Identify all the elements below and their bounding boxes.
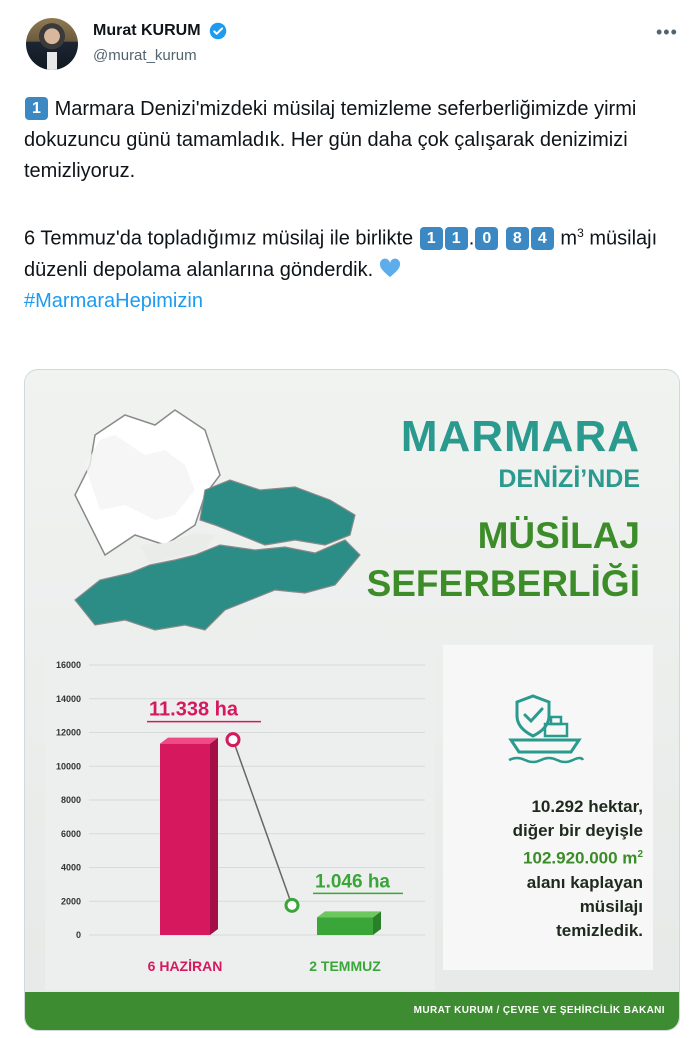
bar-top	[160, 737, 218, 744]
y-tick-label: 4000	[61, 863, 81, 873]
bar-chart: 0 2000 4000 6000 8000 10000 12000 14000 16000 11.…	[56, 660, 425, 974]
bar-side	[373, 911, 381, 935]
footer-credit: MURAT KURUM / ÇEVRE VE ŞEHİRCİLİK BAKANI	[413, 1005, 665, 1016]
y-tick-label: 14000	[56, 694, 81, 704]
marmara-map-illustration	[74, 409, 361, 631]
verified-icon	[209, 22, 227, 40]
infographic-title-musilaj: MÜSİLAJ	[477, 515, 640, 556]
tweet-paragraph-2-text-before: 6 Temmuz'da topladığımız müsilaj ile bir…	[24, 227, 414, 250]
bar	[160, 743, 210, 935]
keycap-icon: 4	[530, 226, 554, 250]
infographic-title-seferberligi: SEFERBERLİĞİ	[366, 563, 640, 604]
blue-heart-icon	[379, 258, 400, 277]
ship-shield-icon	[508, 694, 585, 764]
y-tick-label: 16000	[56, 660, 81, 670]
trend-point	[284, 897, 300, 913]
bar-chart-panel: 0 2000 4000 6000 8000 10000 12000 14000 16000 11.…	[45, 645, 435, 990]
infographic-title-denizi: DENİZİ’NDE	[498, 465, 640, 493]
y-tick-label: 0	[76, 930, 81, 940]
y-tick-label: 10000	[56, 761, 81, 771]
y-tick-label: 2000	[61, 896, 81, 906]
stat-line-area: 102.920.000 m2	[523, 848, 643, 868]
keycap-icon: 1	[444, 226, 468, 250]
bar-value-label: 1.046 ha	[315, 871, 390, 892]
infographic-image[interactable]: MARMARA DENİZİ’NDE MÜSİLAJ SEFERBERLİĞİ …	[24, 369, 680, 1031]
category-label: 2 TEMMUZ	[309, 958, 381, 974]
tweet-paragraph-2: 6 Temmuz'da topladığımız müsilaj ile bir…	[24, 218, 680, 286]
stat-line: diğer bir deyişle	[512, 821, 643, 840]
unit-superscript: 3	[577, 226, 584, 240]
keycap-dot: .	[468, 227, 475, 250]
more-options-icon[interactable]: •••	[656, 22, 678, 42]
bar-side	[210, 737, 218, 935]
tweet-paragraph-2-text-after: müsilajı düzenli depolama alanlarına gön…	[24, 227, 658, 281]
tweet-paragraph-1: 1 Marmara Denizi'mizdeki müsilaj temizle…	[24, 94, 680, 187]
avatar[interactable]	[26, 18, 78, 70]
author-handle[interactable]: @murat_kurum	[93, 47, 197, 64]
keycap-icon: 1	[25, 97, 48, 120]
y-tick-label: 6000	[61, 829, 81, 839]
tweet-text: 1 Marmara Denizi'mizdeki müsilaj temizle…	[24, 94, 680, 317]
author-name[interactable]: Murat KURUM	[93, 22, 201, 39]
keycap-icon: 8	[505, 226, 529, 250]
hashtag-line: #MarmaraHepimizin	[24, 286, 680, 317]
trend-point	[225, 732, 241, 748]
category-label: 6 HAZİRAN	[148, 958, 223, 974]
y-tick-label: 12000	[56, 728, 81, 738]
bar-value-label: 11.338 ha	[149, 699, 239, 721]
stat-line: temizledik.	[556, 920, 643, 940]
keycap-icon: 1	[419, 226, 443, 250]
stat-text: 10.292 hektar, diğer bir deyişle 102.920…	[453, 795, 643, 943]
infographic-footer: MURAT KURUM / ÇEVRE VE ŞEHİRCİLİK BAKANI	[25, 992, 679, 1030]
stat-line: 10.292 hektar,	[531, 797, 643, 816]
unit: m	[560, 227, 578, 250]
hashtag-link[interactable]: #MarmaraHepimizin	[24, 289, 203, 312]
y-tick-label: 8000	[61, 795, 81, 805]
trend-line	[232, 739, 293, 906]
stat-line: alanı kaplayan	[526, 872, 643, 892]
infographic-title-marmara: MARMARA	[400, 412, 640, 461]
tweet-paragraph-1-text: Marmara Denizi'mizdeki müsilaj temizleme…	[24, 98, 637, 182]
stat-panel: 10.292 hektar, diğer bir deyişle 102.920…	[443, 645, 653, 970]
keycap-icon: 0	[475, 226, 499, 250]
bar	[317, 917, 373, 935]
tweet-header: Murat KURUM @murat_kurum •••	[0, 0, 700, 84]
bar-top	[317, 911, 381, 918]
stat-line: müsilajı	[579, 896, 643, 916]
